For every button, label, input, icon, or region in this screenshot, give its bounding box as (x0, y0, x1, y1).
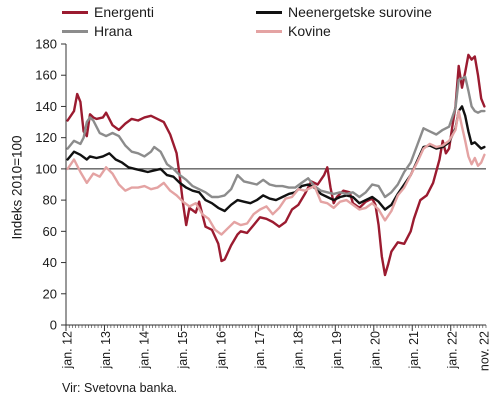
legend-item-energenti: Energenti (62, 4, 154, 20)
x-tick-label: jan. 14 (138, 331, 152, 370)
x-tick-label: jan. 19 (330, 331, 344, 370)
x-tick-label: jan. 15 (176, 331, 190, 370)
legend: Energenti Neenergetske surovine Hrana Ko… (62, 4, 482, 44)
series-line-hrana (66, 75, 486, 199)
x-tick-label: jan. 18 (291, 331, 305, 370)
series-line-kovine (66, 109, 486, 236)
y-tick-label: 140 (35, 99, 57, 114)
legend-label-hrana: Hrana (94, 23, 133, 39)
legend-label-energenti: Energenti (94, 4, 154, 20)
y-tick-label: 180 (35, 37, 57, 52)
legend-item-hrana: Hrana (62, 23, 132, 39)
legend-swatch-kovine (256, 29, 282, 33)
x-tick-label: jan. 17 (253, 331, 267, 370)
x-tick-label: nov. 22 (477, 331, 490, 371)
y-tick-label: 100 (35, 161, 57, 176)
y-tick-label: 160 (35, 68, 57, 83)
legend-item-kovine: Kovine (256, 23, 331, 39)
source-note: Vir: Svetovna banka. (62, 381, 178, 395)
legend-swatch-hrana (62, 29, 88, 33)
series-line-energenti (66, 53, 486, 277)
y-tick-label: 0 (50, 318, 57, 333)
legend-swatch-energenti (62, 10, 88, 14)
y-tick-label: 40 (43, 255, 57, 270)
legend-label-kovine: Kovine (288, 23, 331, 39)
y-axis-label: Indeks 2010=100 (9, 135, 25, 240)
x-tick-label: jan. 20 (368, 331, 382, 370)
series-line-neenergetske-surovine (66, 105, 486, 213)
x-tick-label: jan. 22 (445, 331, 459, 370)
x-tick-label: jan. 13 (99, 331, 113, 370)
legend-swatch-neenergetske (256, 10, 282, 14)
y-tick-label: 20 (43, 286, 57, 301)
legend-item-neenergetske: Neenergetske surovine (256, 4, 432, 20)
y-tick-label: 80 (43, 193, 57, 208)
y-tick-label: 120 (35, 130, 57, 145)
x-tick-label: jan. 16 (214, 331, 228, 370)
legend-label-neenergetske: Neenergetske surovine (288, 4, 432, 20)
y-tick-label: 60 (43, 224, 57, 239)
x-tick-label: jan. 12 (61, 331, 75, 370)
x-tick-label: jan. 21 (407, 331, 421, 370)
